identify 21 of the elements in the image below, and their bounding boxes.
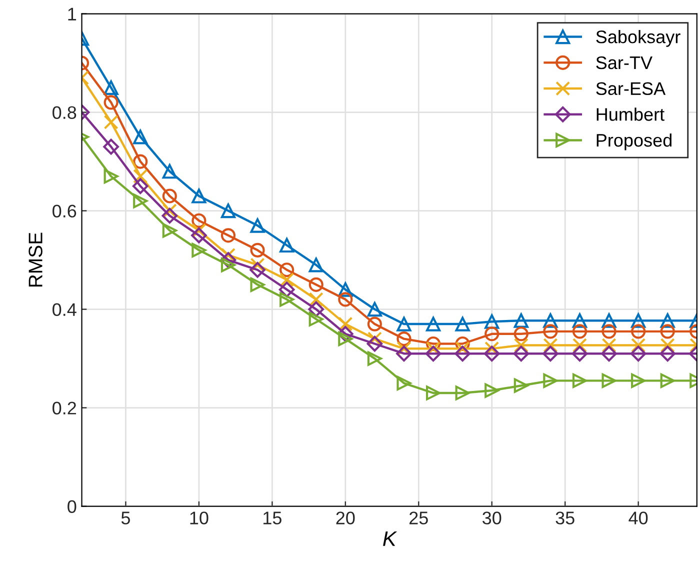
y-tick-label: 1 bbox=[68, 8, 76, 20]
x-tick-label: 40 bbox=[628, 512, 648, 524]
legend-label: Proposed bbox=[596, 133, 672, 150]
y-tick-label: 0.2 bbox=[52, 402, 76, 414]
legend-label: Sar-ESA bbox=[596, 82, 666, 96]
legend-label: Sar-TV bbox=[596, 56, 652, 70]
x-tick-label: 35 bbox=[556, 512, 574, 524]
legend-label: Saboksayr bbox=[596, 30, 680, 47]
x-tick-label: 10 bbox=[190, 512, 208, 524]
x-tick-label: 5 bbox=[121, 512, 130, 524]
legend-label: Humbert bbox=[596, 108, 664, 121]
x-axis-title: K bbox=[383, 532, 398, 546]
y-tick-label: 0.8 bbox=[52, 106, 76, 119]
x-tick-label: 25 bbox=[410, 512, 428, 524]
y-tick-label: 0 bbox=[68, 500, 76, 513]
y-axis-title: RMSE bbox=[28, 232, 42, 287]
y-tick-label: 0.4 bbox=[52, 303, 76, 316]
x-tick-label: 20 bbox=[336, 512, 355, 524]
x-tick-label: 15 bbox=[264, 512, 282, 524]
x-tick-label: 30 bbox=[482, 512, 502, 524]
y-tick-label: 0.6 bbox=[52, 204, 76, 218]
